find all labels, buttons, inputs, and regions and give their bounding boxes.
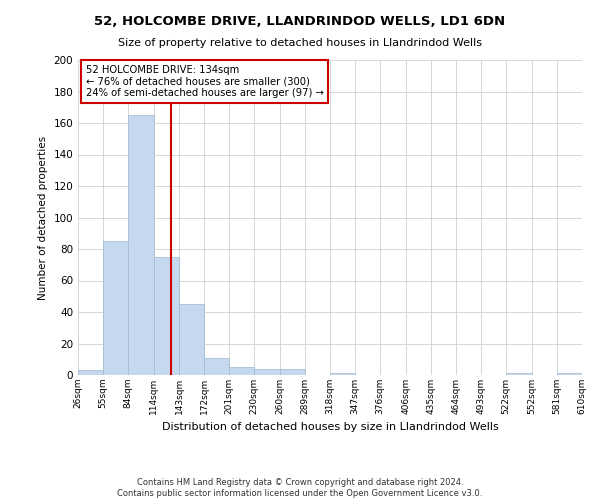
Bar	[128, 115, 154, 375]
Text: Size of property relative to detached houses in Llandrindod Wells: Size of property relative to detached ho…	[118, 38, 482, 48]
Bar	[280, 368, 305, 375]
Bar	[78, 370, 103, 375]
Text: 52, HOLCOMBE DRIVE, LLANDRINDOD WELLS, LD1 6DN: 52, HOLCOMBE DRIVE, LLANDRINDOD WELLS, L…	[94, 15, 506, 28]
Text: Contains HM Land Registry data © Crown copyright and database right 2024.
Contai: Contains HM Land Registry data © Crown c…	[118, 478, 482, 498]
Bar	[204, 358, 229, 375]
Bar	[506, 374, 532, 375]
Bar	[179, 304, 204, 375]
Bar	[254, 368, 280, 375]
Bar	[103, 241, 128, 375]
Text: 52 HOLCOMBE DRIVE: 134sqm
← 76% of detached houses are smaller (300)
24% of semi: 52 HOLCOMBE DRIVE: 134sqm ← 76% of detac…	[86, 64, 323, 98]
Bar	[330, 374, 355, 375]
Bar	[229, 367, 254, 375]
Bar	[154, 257, 179, 375]
X-axis label: Distribution of detached houses by size in Llandrindod Wells: Distribution of detached houses by size …	[161, 422, 499, 432]
Bar	[557, 374, 582, 375]
Y-axis label: Number of detached properties: Number of detached properties	[38, 136, 48, 300]
